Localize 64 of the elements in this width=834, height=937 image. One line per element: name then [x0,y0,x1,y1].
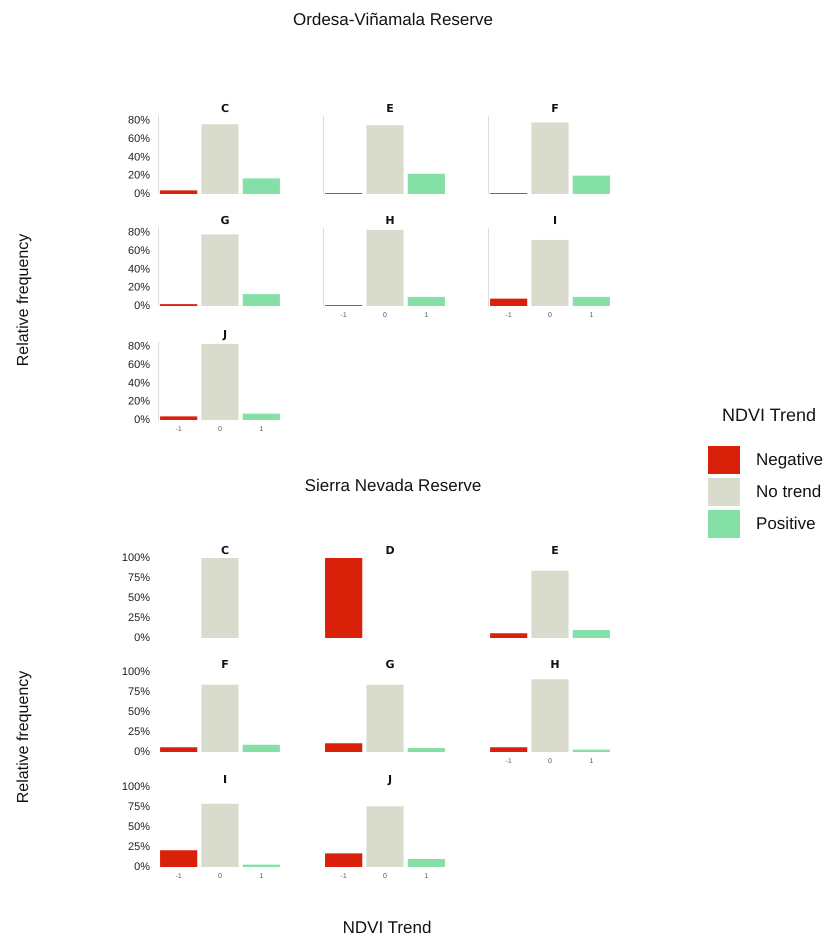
y-tick-label: 20% [128,396,150,408]
y-tick-label: 80% [128,340,150,353]
y-tick-label: 75% [128,801,150,813]
y-tick-label: 80% [128,114,150,127]
chart-title: J [222,328,228,341]
text: Relative frequency [15,234,33,366]
y-tick-label: 25% [128,726,150,738]
y-tick-label: 25% [128,612,150,624]
chart-title: H [385,214,395,227]
bar [242,414,280,420]
chart-title: E [386,102,394,115]
chart-title: I [222,773,228,786]
y-tick-label: 80% [128,226,150,239]
y-tick-label: 0% [134,861,150,873]
bar [242,744,280,752]
y-tick-label: 100% [122,552,150,564]
y-tick-label: 50% [128,592,150,604]
bar [201,684,239,752]
y-tick-label: 20% [128,282,150,294]
y-tick-label: 100% [122,666,150,678]
chart-title: J [386,773,392,786]
y-tick-label: 20% [128,170,150,182]
chart-title: H [550,658,560,671]
chart-title: D [385,544,395,557]
chart-title: C [220,544,230,557]
y-tick-label: 0% [134,632,150,644]
y-tick-label: 60% [128,358,150,371]
legend-label: No trend [756,482,822,502]
chart-title: F [551,102,559,115]
bar [160,747,198,752]
chart-title: C [220,102,230,115]
text: Ordesa-Viñamala Reserve [293,10,493,30]
text: Sierra Nevada Reserve [304,476,482,496]
y-tick-label: 25% [128,841,150,853]
chart-title: F [221,658,229,671]
legend-label: Positive [756,514,816,534]
bar [201,234,239,306]
chart-title: G [385,658,395,671]
y-tick-label: 60% [128,132,150,145]
y-tick-label: 60% [128,244,150,257]
chart-title: G [220,214,230,227]
y-tick-label: 0% [134,300,150,312]
bar [201,804,239,867]
chart-title: I [552,214,558,227]
bar [201,344,239,420]
bar [160,850,198,867]
y-tick-label: 40% [128,377,150,390]
legend-title: NDVI Trend [722,405,818,426]
chart-title: E [551,544,559,557]
y-tick-label: 40% [128,151,150,164]
text: Relative frequency [15,670,33,804]
bar [242,294,280,306]
y-tick-label: 50% [128,821,150,833]
legend-label: Negative [756,450,824,470]
text: NDVI Trend [342,918,432,937]
y-tick-label: 75% [128,686,150,698]
y-tick-label: 50% [128,706,150,718]
y-tick-label: 75% [128,572,150,584]
y-tick-label: 0% [134,414,150,426]
bar [160,416,198,420]
y-tick-label: 100% [122,781,150,793]
y-tick-label: 0% [134,746,150,758]
y-tick-label: 40% [128,263,150,276]
y-tick-label: 0% [134,188,150,200]
